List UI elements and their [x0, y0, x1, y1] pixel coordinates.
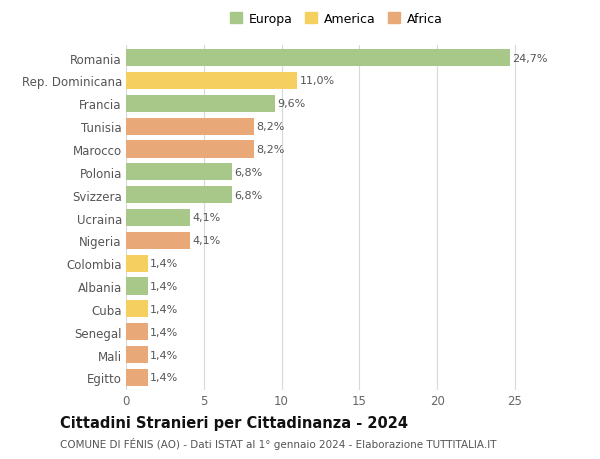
- Bar: [126, 209, 190, 227]
- Legend: Europa, America, Africa: Europa, America, Africa: [230, 12, 442, 26]
- Text: 1,4%: 1,4%: [150, 258, 178, 269]
- Bar: [126, 232, 190, 249]
- Text: 24,7%: 24,7%: [512, 53, 548, 63]
- Text: 11,0%: 11,0%: [299, 76, 335, 86]
- Bar: [126, 73, 297, 90]
- Bar: [126, 369, 148, 386]
- Bar: [126, 346, 148, 364]
- Text: 4,1%: 4,1%: [192, 213, 220, 223]
- Text: 1,4%: 1,4%: [150, 327, 178, 337]
- Text: 6,8%: 6,8%: [234, 190, 262, 200]
- Text: Cittadini Stranieri per Cittadinanza - 2024: Cittadini Stranieri per Cittadinanza - 2…: [60, 415, 408, 431]
- Text: 9,6%: 9,6%: [278, 99, 306, 109]
- Text: 1,4%: 1,4%: [150, 373, 178, 383]
- Bar: [126, 50, 510, 67]
- Bar: [126, 141, 254, 158]
- Text: 4,1%: 4,1%: [192, 236, 220, 246]
- Text: 8,2%: 8,2%: [256, 122, 284, 132]
- Bar: [126, 301, 148, 318]
- Text: 8,2%: 8,2%: [256, 145, 284, 155]
- Text: 1,4%: 1,4%: [150, 281, 178, 291]
- Text: 6,8%: 6,8%: [234, 168, 262, 178]
- Text: COMUNE DI FÉNIS (AO) - Dati ISTAT al 1° gennaio 2024 - Elaborazione TUTTITALIA.I: COMUNE DI FÉNIS (AO) - Dati ISTAT al 1° …: [60, 437, 497, 449]
- Bar: [126, 255, 148, 272]
- Bar: [126, 164, 232, 181]
- Bar: [126, 278, 148, 295]
- Bar: [126, 324, 148, 341]
- Text: 1,4%: 1,4%: [150, 350, 178, 360]
- Bar: [126, 95, 275, 112]
- Bar: [126, 118, 254, 135]
- Text: 1,4%: 1,4%: [150, 304, 178, 314]
- Bar: [126, 187, 232, 204]
